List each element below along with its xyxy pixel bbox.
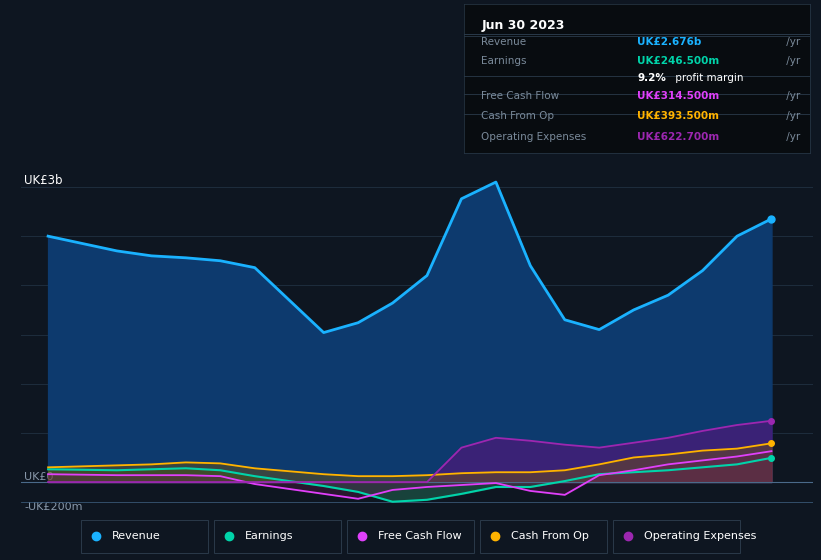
Text: /yr: /yr [782, 37, 800, 47]
Text: Free Cash Flow: Free Cash Flow [481, 91, 559, 101]
Text: Earnings: Earnings [481, 57, 527, 67]
Text: 9.2%: 9.2% [637, 73, 666, 83]
Text: Revenue: Revenue [481, 37, 526, 47]
Text: /yr: /yr [782, 57, 800, 67]
Text: /yr: /yr [782, 132, 800, 142]
Text: Jun 30 2023: Jun 30 2023 [481, 20, 565, 32]
Text: Cash From Op: Cash From Op [481, 111, 554, 122]
Text: profit margin: profit margin [672, 73, 743, 83]
Text: -UK£200m: -UK£200m [25, 502, 83, 512]
Text: Cash From Op: Cash From Op [511, 531, 589, 541]
Text: UK£314.500m: UK£314.500m [637, 91, 719, 101]
Text: /yr: /yr [782, 111, 800, 122]
Text: UK£0: UK£0 [25, 472, 54, 482]
Text: UK£3b: UK£3b [25, 174, 63, 187]
Text: Operating Expenses: Operating Expenses [644, 531, 756, 541]
Text: UK£246.500m: UK£246.500m [637, 57, 719, 67]
Text: UK£2.676b: UK£2.676b [637, 37, 701, 47]
Text: /yr: /yr [782, 91, 800, 101]
Text: UK£393.500m: UK£393.500m [637, 111, 719, 122]
Text: Operating Expenses: Operating Expenses [481, 132, 586, 142]
Text: Free Cash Flow: Free Cash Flow [378, 531, 461, 541]
Text: Earnings: Earnings [245, 531, 294, 541]
Text: UK£622.700m: UK£622.700m [637, 132, 719, 142]
Text: Revenue: Revenue [112, 531, 161, 541]
